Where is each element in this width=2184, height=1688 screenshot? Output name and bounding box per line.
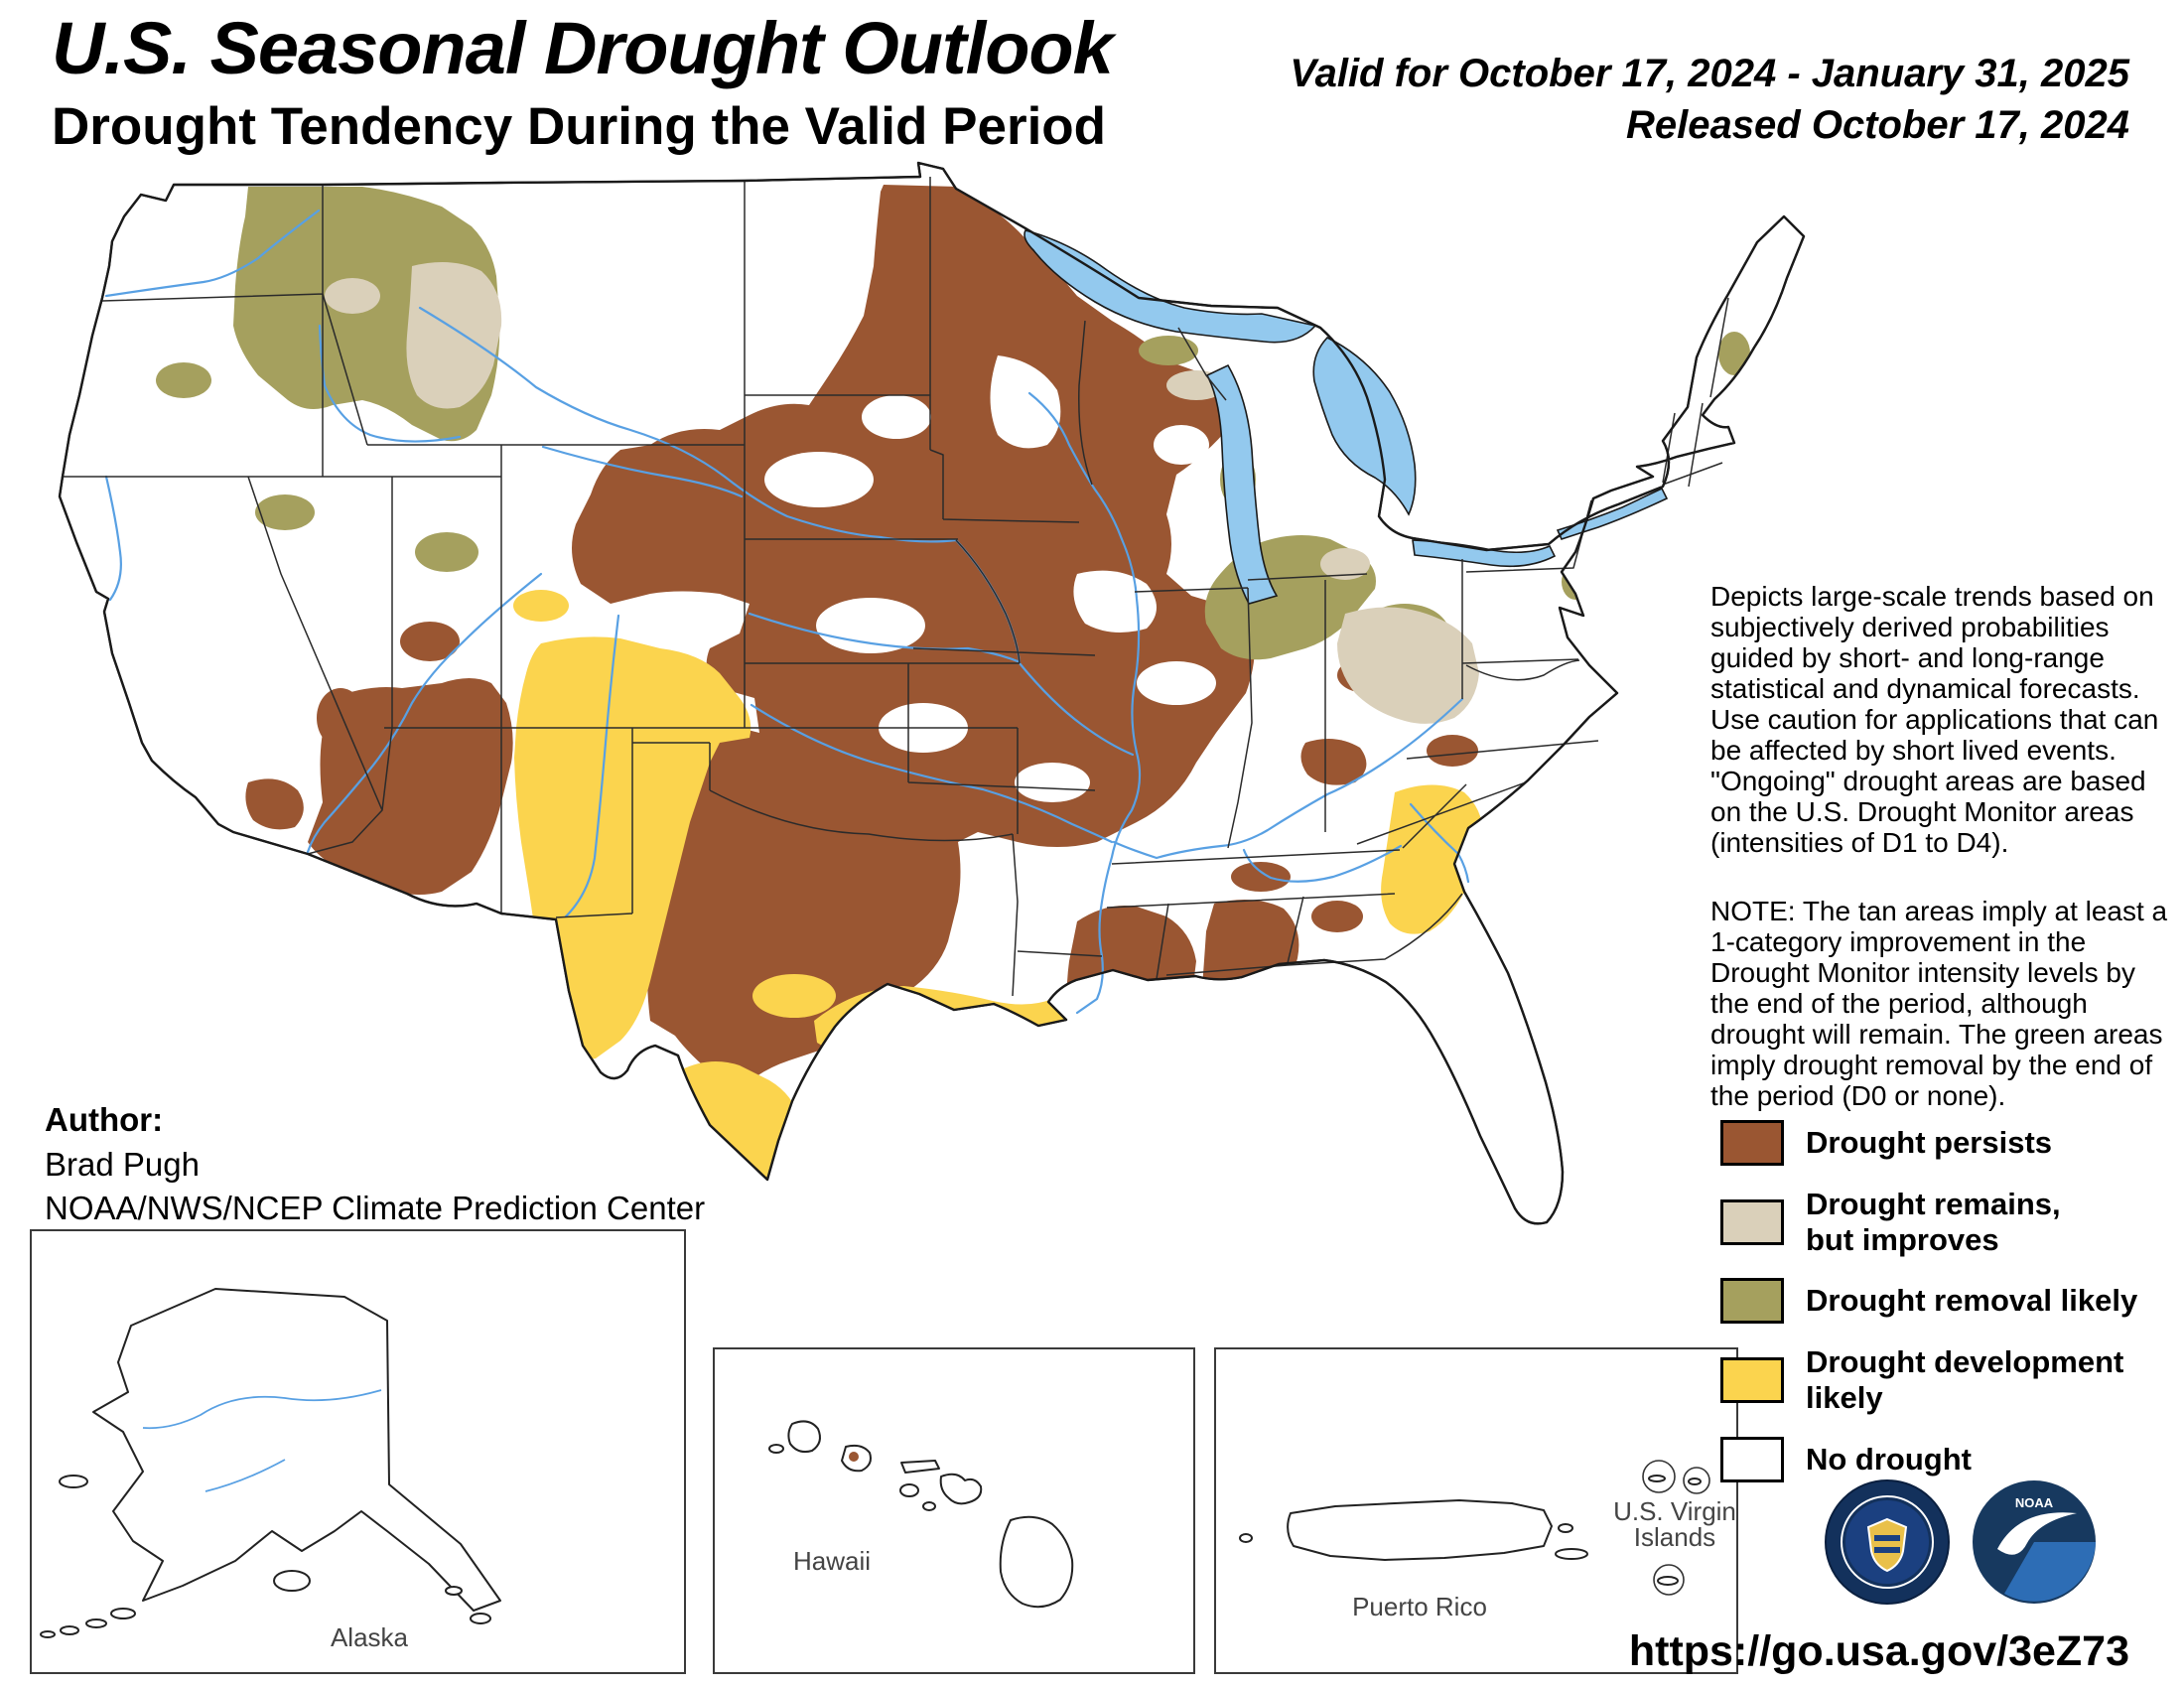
legend-label: Drought removal likely	[1806, 1283, 2138, 1319]
st-croix	[1657, 1576, 1679, 1586]
legend-swatch-improves	[1720, 1198, 1784, 1245]
alaska-rivers	[142, 1389, 382, 1492]
legend-item-no-drought: No drought	[1720, 1436, 2184, 1482]
culebra	[1558, 1523, 1573, 1533]
lake-superior	[1024, 229, 1317, 344]
molokai	[900, 1460, 940, 1474]
state-borders	[63, 177, 1729, 997]
author-block: Author: Brad Pugh NOAA/NWS/NCEP Climate …	[45, 1098, 705, 1231]
noaa-logo: NOAA	[1973, 1480, 2096, 1604]
legend-label: Drought persists	[1806, 1125, 2053, 1161]
legend-label: No drought	[1806, 1441, 1973, 1477]
legend-item-improves: Drought remains, but improves	[1720, 1187, 2184, 1257]
page-subtitle: Drought Tendency During the Valid Period	[52, 97, 1107, 156]
valid-text: Valid for October 17, 2024 - January 31,…	[1290, 52, 2129, 95]
svg-text:NOAA: NOAA	[2015, 1495, 2054, 1510]
released-text: Released October 17, 2024	[1626, 103, 2129, 147]
st-croix-circle	[1653, 1564, 1685, 1596]
st-thomas	[1648, 1475, 1666, 1482]
map-description: Depicts large-scale trends based on subj…	[1710, 581, 2159, 858]
page-title: U.S. Seasonal Drought Outlook	[52, 7, 1114, 89]
conus-map	[58, 161, 1806, 1225]
author-org: NOAA/NWS/NCEP Climate Prediction Center	[45, 1190, 706, 1227]
niihau	[768, 1444, 784, 1454]
puerto-rico-outline	[1287, 1499, 1553, 1561]
drought-improves-regions	[325, 262, 1479, 724]
legend: Drought persists Drought remains, but imp…	[1720, 1120, 2184, 1482]
no-drought-holes	[764, 355, 1216, 802]
legend-swatch-removal	[1720, 1278, 1784, 1325]
kauai	[787, 1420, 821, 1454]
virgin-islands-label-line1: U.S. Virgin	[1613, 1496, 1736, 1526]
map-note: NOTE: The tan areas imply at least a 1-c…	[1710, 896, 2168, 1111]
st-john-circle	[1683, 1467, 1710, 1494]
footer-url: https://go.usa.gov/3eZ73	[1628, 1627, 2129, 1675]
big-island	[999, 1515, 1074, 1609]
author-name: Brad Pugh	[45, 1145, 200, 1183]
virgin-islands-label-line2: Islands	[1634, 1522, 1715, 1552]
great-lakes	[1024, 229, 1669, 605]
maui	[939, 1473, 983, 1505]
puerto-rico-label: Puerto Rico	[1352, 1592, 1487, 1621]
author-heading: Author:	[45, 1101, 164, 1138]
conus-coast-stroke	[58, 161, 1806, 1225]
legend-swatch-no-drought	[1720, 1436, 1784, 1482]
lake-huron	[1312, 337, 1417, 516]
alaska-outline	[92, 1288, 501, 1612]
kahoolawe	[922, 1501, 936, 1511]
legend-swatch-persists	[1720, 1120, 1784, 1166]
department-of-commerce-seal	[1825, 1479, 1950, 1605]
valid-block: Valid for October 17, 2024 - January 31,…	[1290, 48, 2129, 151]
legend-label: Drought development likely	[1806, 1344, 2124, 1415]
legend-item-development: Drought development likely	[1720, 1344, 2184, 1415]
vieques	[1555, 1548, 1588, 1560]
hawaii-inset: Hawaii	[713, 1347, 1195, 1674]
hawaii-label: Hawaii	[793, 1546, 871, 1576]
lanai	[899, 1483, 919, 1497]
st-john	[1688, 1477, 1702, 1485]
puerto-rico-inset: U.S. Virgin Islands Puerto Rico	[1214, 1347, 1738, 1674]
legend-label: Drought remains,	[1806, 1187, 2061, 1221]
mona-island	[1239, 1533, 1253, 1543]
legend-swatch-development	[1720, 1356, 1784, 1403]
legend-item-removal: Drought removal likely	[1720, 1278, 2184, 1325]
alaska-islands	[40, 1475, 491, 1638]
alaska-inset: Alaska	[30, 1229, 686, 1674]
legend-item-persists: Drought persists	[1720, 1120, 2184, 1166]
alaska-label: Alaska	[331, 1622, 409, 1652]
rivers	[104, 209, 1470, 1015]
oahu-drought-spot	[849, 1452, 859, 1462]
st-thomas-circle	[1642, 1460, 1676, 1493]
lake-erie	[1412, 539, 1557, 568]
noaa-gull	[1997, 1512, 2077, 1555]
title-block: U.S. Seasonal Drought Outlook Drought Te…	[52, 6, 1114, 157]
doc-shield	[1866, 1517, 1908, 1573]
